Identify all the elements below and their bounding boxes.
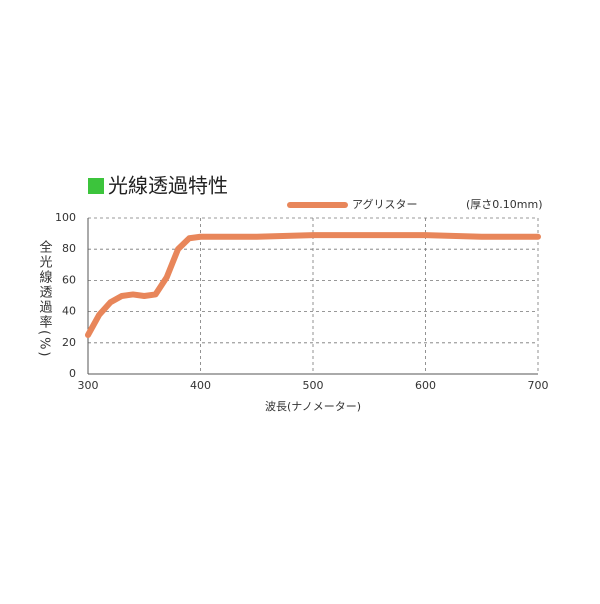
- y-tick-label: 100: [55, 211, 76, 224]
- note: (厚さ0.10mm): [466, 198, 543, 211]
- y-tick-label: 80: [62, 242, 76, 255]
- x-tick-label: 500: [303, 379, 324, 392]
- x-tick-label: 400: [190, 379, 211, 392]
- title-marker: [88, 178, 104, 194]
- series-line: [85, 232, 541, 338]
- x-tick-label: 300: [78, 379, 99, 392]
- legend-label: アグリスター: [352, 197, 417, 211]
- x-tick-label: 600: [415, 379, 436, 392]
- y-tick-label: 0: [69, 367, 76, 380]
- chart-title: 光線透過特性: [108, 174, 228, 198]
- y-tick-label: 40: [62, 305, 76, 318]
- y-tick-label: 60: [62, 273, 76, 286]
- y-axis-label: 全光線透過率(%): [37, 239, 53, 358]
- x-axis-label: 波長(ナノメーター): [265, 400, 361, 413]
- y-tick-label: 20: [62, 336, 76, 349]
- x-tick-label: 700: [528, 379, 549, 392]
